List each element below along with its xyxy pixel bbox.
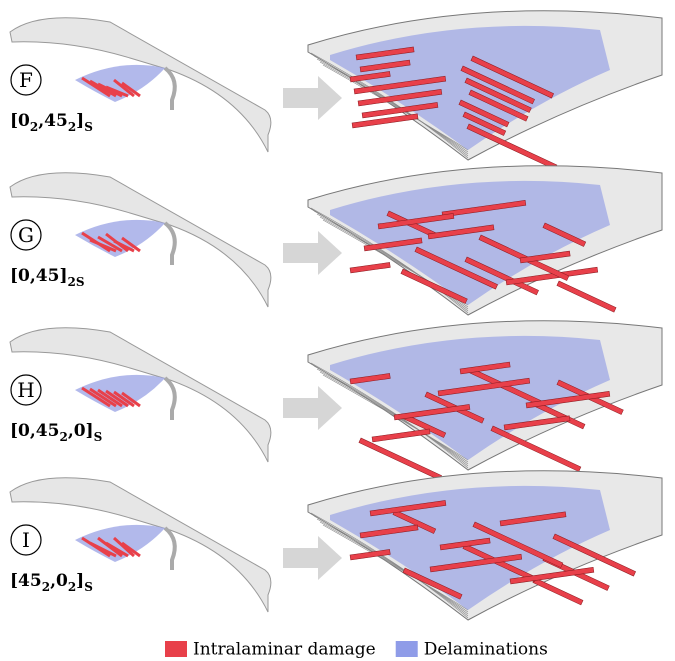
layup-part: 2 [59, 430, 67, 444]
layup-part: [0 [10, 111, 30, 131]
shell-edge [165, 68, 175, 110]
row: I[452,02]S [10, 471, 662, 620]
layup-part: 2 [30, 120, 38, 134]
legend-text: Intralaminar damage [193, 640, 376, 660]
layup-part: ] [76, 571, 84, 591]
layup: [452,02]S [10, 571, 93, 594]
row-label: H [17, 378, 34, 402]
row-label: I [22, 528, 30, 552]
legend-text: Delaminations [424, 640, 548, 660]
layup-part: [45 [10, 571, 42, 591]
figure: F[02,452]SG[0,45]2SH[0,452,0]SI[452,02]S… [0, 0, 675, 661]
shell-edge [165, 528, 175, 570]
layup-part: S [94, 430, 103, 444]
layup-part: ,45 [38, 111, 68, 131]
damage [352, 114, 418, 128]
layup-part: ,0 [50, 571, 68, 591]
layup-part: 2 [68, 120, 76, 134]
layup-part: ] [76, 111, 84, 131]
damage [359, 438, 442, 480]
row: G [0,45]2S [10, 166, 662, 315]
row: F[02,452]S [10, 11, 662, 170]
row-label: G [18, 223, 34, 247]
damage [533, 578, 583, 605]
arrow [283, 76, 342, 120]
legend-swatch [165, 641, 187, 657]
layup: [0,452,0]S [10, 421, 102, 444]
layup-part: S [84, 580, 93, 594]
damage [557, 281, 616, 312]
layup-part: [0,45] [10, 266, 68, 286]
arrow [283, 536, 342, 580]
layup: [0,45]2S [10, 266, 85, 289]
arrow [283, 386, 342, 430]
layup-part: 2S [68, 275, 85, 289]
layup-part: ,0] [68, 421, 94, 441]
shell-edge [165, 223, 175, 265]
row: H [0,452,0]S [10, 321, 662, 480]
layup-part: S [84, 120, 93, 134]
row-label: F [19, 68, 33, 92]
arrow [283, 231, 342, 275]
layup: [02,452]S [10, 111, 93, 134]
layup-part: 2 [42, 580, 50, 594]
layup-part: [0,45 [10, 421, 59, 441]
layup-part: 2 [68, 580, 76, 594]
shell-edge [165, 378, 175, 420]
legend-swatch [396, 641, 418, 657]
damage [350, 262, 390, 273]
